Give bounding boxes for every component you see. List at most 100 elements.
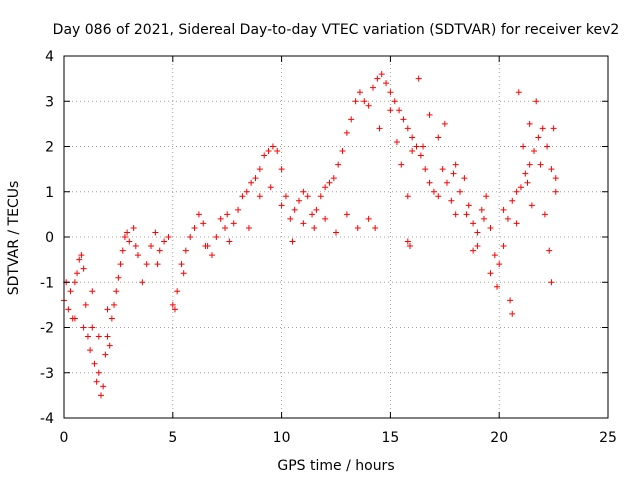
data-point	[528, 202, 535, 209]
data-point	[422, 166, 429, 173]
data-point	[208, 252, 215, 259]
data-point	[465, 202, 472, 209]
data-point	[91, 360, 98, 367]
y-tick-label: 1	[45, 185, 54, 201]
data-point	[513, 220, 520, 227]
data-point	[461, 175, 468, 182]
grid	[63, 55, 609, 419]
y-tick-label: 0	[45, 230, 54, 246]
data-point	[435, 193, 442, 200]
data-point	[195, 211, 202, 218]
data-point	[544, 143, 551, 150]
data-point	[287, 215, 294, 222]
data-point	[400, 116, 407, 123]
data-point	[391, 98, 398, 105]
data-point	[148, 243, 155, 250]
data-point	[330, 175, 337, 182]
y-tick-label: 4	[45, 49, 54, 65]
data-point	[89, 324, 96, 331]
data-point	[417, 152, 424, 159]
x-tick-label: 25	[599, 430, 617, 446]
data-point	[100, 383, 107, 390]
data-point	[409, 148, 416, 155]
data-point	[174, 288, 181, 295]
x-tick-label: 0	[60, 430, 69, 446]
data-point	[494, 283, 501, 290]
data-point	[245, 224, 252, 231]
data-point	[126, 238, 133, 245]
x-axis-label: GPS time / hours	[277, 458, 394, 474]
data-point	[278, 166, 285, 173]
axis-ticks: 0 5 10 15 20 25 -4 -3 -2 -1 0 1 2 3 4	[40, 49, 617, 446]
data-point	[404, 193, 411, 200]
data-point	[93, 378, 100, 385]
data-point	[87, 347, 94, 354]
data-point	[256, 166, 263, 173]
data-point	[500, 206, 507, 213]
data-point	[515, 89, 522, 96]
y-tick-label: -1	[40, 275, 54, 291]
data-point	[300, 188, 307, 195]
data-point	[507, 297, 514, 304]
data-point	[378, 71, 385, 78]
data-point	[335, 161, 342, 168]
data-point	[322, 215, 329, 222]
data-point	[522, 170, 529, 177]
data-point	[178, 261, 185, 268]
data-point	[406, 243, 413, 250]
data-point	[398, 161, 405, 168]
data-point	[222, 224, 229, 231]
data-point	[387, 107, 394, 114]
data-point	[156, 247, 163, 254]
y-axis-label: SDTVAR / TECUs	[6, 181, 22, 296]
data-point	[119, 247, 126, 254]
data-point	[426, 179, 433, 186]
data-point	[537, 161, 544, 168]
data-point	[524, 179, 531, 186]
data-point	[326, 179, 333, 186]
data-point	[111, 301, 118, 308]
data-point	[80, 324, 87, 331]
data-point	[457, 188, 464, 195]
data-point	[309, 211, 316, 218]
data-point	[115, 274, 122, 281]
data-point	[452, 161, 459, 168]
data-point	[180, 270, 187, 277]
data-point	[376, 125, 383, 132]
data-point	[531, 148, 538, 155]
data-point	[265, 148, 272, 155]
data-point	[513, 188, 520, 195]
data-point	[343, 211, 350, 218]
data-point	[383, 80, 390, 87]
data-point	[546, 247, 553, 254]
data-point	[202, 243, 209, 250]
data-point	[71, 279, 78, 286]
data-point	[67, 288, 74, 295]
data-point	[552, 188, 559, 195]
x-tick-label: 5	[168, 430, 177, 446]
data-point	[339, 148, 346, 155]
data-point	[413, 143, 420, 150]
data-point	[76, 256, 83, 263]
data-point	[74, 270, 81, 277]
data-point	[71, 315, 78, 322]
data-point	[509, 310, 516, 317]
data-point	[396, 107, 403, 114]
data-point	[282, 193, 289, 200]
data-point	[322, 184, 329, 191]
data-point	[139, 279, 146, 286]
data-point	[333, 229, 339, 236]
data-point	[143, 261, 150, 268]
data-point	[443, 179, 450, 186]
data-point	[132, 243, 139, 250]
data-point	[552, 175, 559, 182]
data-point	[535, 134, 542, 141]
y-tick-label: 3	[45, 94, 54, 110]
data-point	[171, 306, 178, 313]
data-point	[550, 125, 557, 132]
x-tick-label: 15	[381, 430, 399, 446]
data-point	[313, 206, 320, 213]
data-point	[104, 306, 111, 313]
data-point	[491, 252, 498, 259]
data-point	[509, 197, 516, 204]
